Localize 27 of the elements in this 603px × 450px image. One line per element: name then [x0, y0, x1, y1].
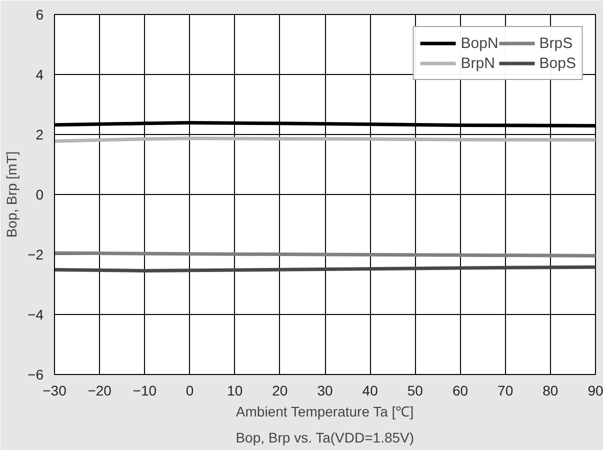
y-axis-title: Bop, Brp [mT] — [4, 151, 20, 238]
y-tick-label: −6 — [28, 366, 44, 382]
x-tick-label: 60 — [452, 382, 468, 398]
y-tick-label: 6 — [36, 6, 44, 22]
legend-label: BrpN — [460, 54, 495, 72]
x-tick-label: 40 — [362, 382, 378, 398]
x-tick-label: 30 — [317, 382, 333, 398]
y-tick-label: −4 — [28, 306, 44, 322]
x-tick-label: 80 — [542, 382, 558, 398]
x-tick-label: 50 — [407, 382, 424, 398]
x-tick-label: 0 — [186, 382, 194, 398]
legend-label: BopN — [460, 34, 498, 52]
x-tick-label: 90 — [588, 382, 603, 398]
y-tick-label: −2 — [28, 246, 44, 262]
y-tick-label: 4 — [36, 66, 44, 82]
x-tick-label: 10 — [227, 382, 243, 398]
legend-label: BopS — [539, 54, 576, 72]
x-tick-label: 70 — [498, 382, 514, 398]
legend-label: BrpS — [539, 34, 573, 52]
text: Bop, Brp vs. Ta(VDD=1.85V) — [236, 430, 414, 446]
y-tick-label: 2 — [36, 126, 44, 142]
x-tick-label: 20 — [272, 382, 288, 398]
x-tick-label: −20 — [88, 382, 112, 398]
x-tick-label: −10 — [132, 382, 157, 398]
x-tick-label: −30 — [42, 382, 67, 398]
y-tick-label: 0 — [36, 186, 44, 202]
x-axis-title: Ambient Temperature Ta [℃] — [236, 404, 414, 420]
